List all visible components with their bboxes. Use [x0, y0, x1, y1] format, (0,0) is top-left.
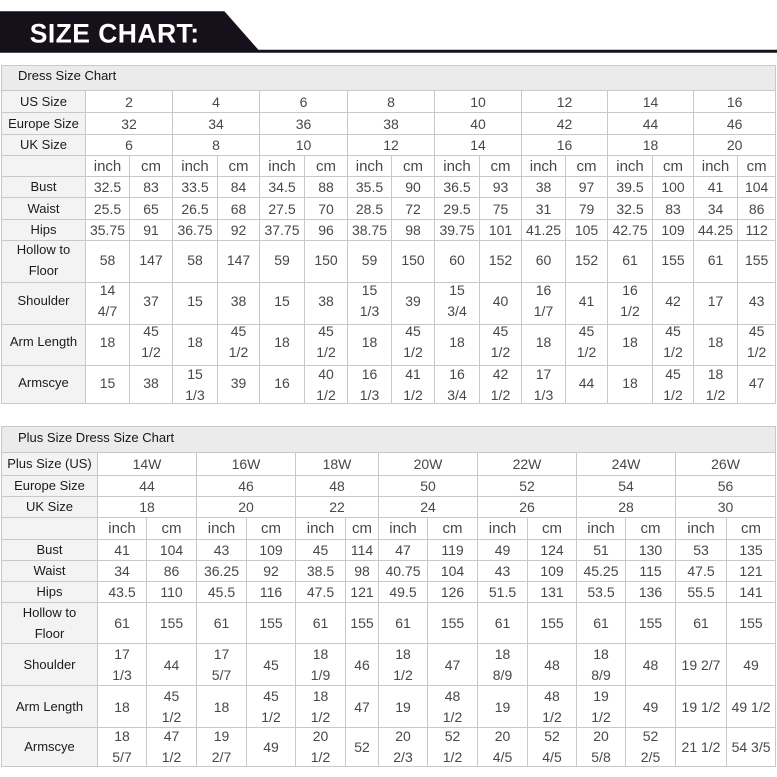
svg-text:SIZE CHART:: SIZE CHART:: [30, 19, 200, 49]
